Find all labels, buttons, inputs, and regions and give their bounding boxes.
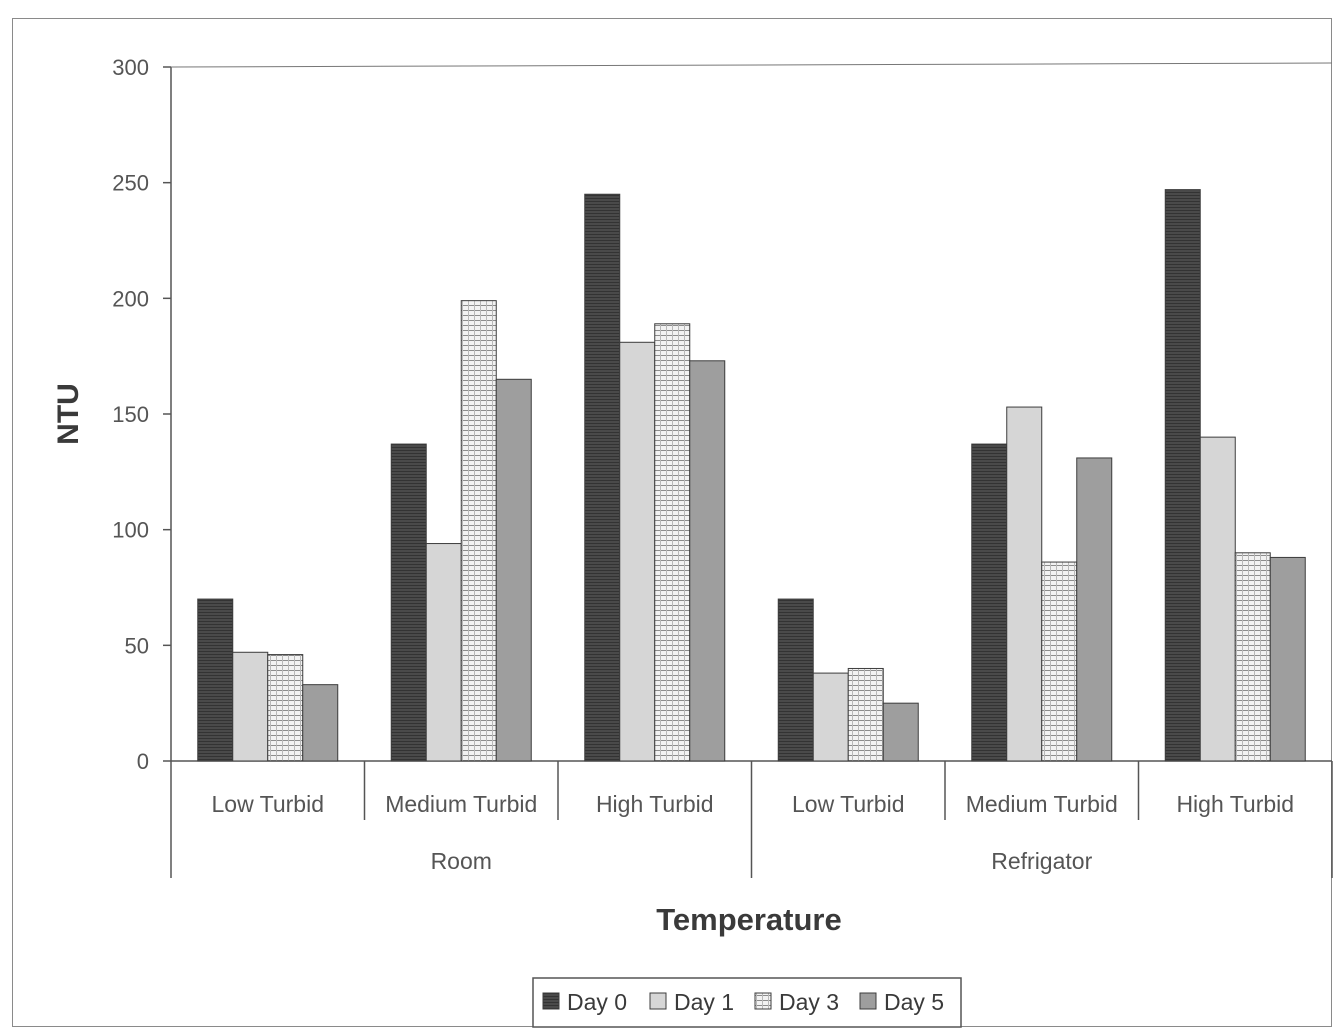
bar bbox=[654, 323, 691, 762]
bar bbox=[425, 543, 462, 762]
bar bbox=[619, 341, 656, 762]
y-tick-label: 150 bbox=[112, 402, 149, 427]
category-label: High Turbid bbox=[596, 791, 714, 817]
x-axis-label: Temperature bbox=[656, 902, 842, 937]
group-label: Room bbox=[431, 848, 492, 874]
y-tick-label: 50 bbox=[125, 633, 149, 658]
bar bbox=[197, 598, 234, 762]
y-tick-label: 300 bbox=[112, 55, 149, 80]
bar bbox=[1041, 561, 1078, 762]
axes: 0 50 100 150 200 250 300 bbox=[112, 55, 1333, 878]
bar bbox=[460, 300, 497, 762]
legend-label: Day 0 bbox=[567, 989, 627, 1015]
y-tick-label: 0 bbox=[137, 749, 149, 774]
group-label: Refrigator bbox=[991, 848, 1092, 874]
legend-box bbox=[532, 977, 962, 1028]
bar bbox=[390, 443, 427, 762]
category-label: Low Turbid bbox=[211, 791, 324, 817]
bars bbox=[197, 189, 1306, 762]
plot-top-border bbox=[170, 62, 1333, 68]
bar bbox=[1164, 189, 1201, 762]
legend-label: Day 5 bbox=[884, 989, 944, 1015]
legend-swatch bbox=[754, 992, 772, 1010]
legend-swatch bbox=[649, 992, 667, 1010]
legend: Day 0 Day 1 Day 3 Day 5 bbox=[532, 977, 962, 1028]
bar bbox=[1199, 436, 1236, 762]
bar bbox=[267, 654, 304, 762]
bar bbox=[812, 672, 849, 762]
y-axis-label: NTU bbox=[52, 383, 85, 445]
category-label: Low Turbid bbox=[792, 791, 905, 817]
legend-label: Day 3 bbox=[779, 989, 839, 1015]
bar bbox=[232, 651, 269, 762]
bar bbox=[971, 443, 1008, 762]
bar bbox=[1234, 552, 1271, 762]
y-tick-label: 200 bbox=[112, 286, 149, 311]
bar bbox=[584, 193, 621, 762]
bar bbox=[689, 360, 726, 762]
category-label: Medium Turbid bbox=[966, 791, 1118, 817]
legend-swatch bbox=[542, 992, 560, 1010]
bar bbox=[495, 378, 532, 762]
category-label: Medium Turbid bbox=[385, 791, 537, 817]
bar bbox=[882, 702, 919, 762]
bar bbox=[1006, 406, 1043, 762]
labels: NTU Temperature Low Turbid Medium Turbid H… bbox=[52, 383, 1294, 937]
bar bbox=[1269, 556, 1306, 762]
bar bbox=[1076, 457, 1113, 762]
legend-label: Day 1 bbox=[674, 989, 734, 1015]
bar bbox=[777, 598, 814, 762]
category-label: High Turbid bbox=[1176, 791, 1294, 817]
y-tick-label: 250 bbox=[112, 171, 149, 196]
legend-swatch bbox=[859, 992, 877, 1010]
bar bbox=[847, 667, 884, 762]
bar bbox=[302, 684, 339, 762]
y-tick-label: 100 bbox=[112, 518, 149, 543]
